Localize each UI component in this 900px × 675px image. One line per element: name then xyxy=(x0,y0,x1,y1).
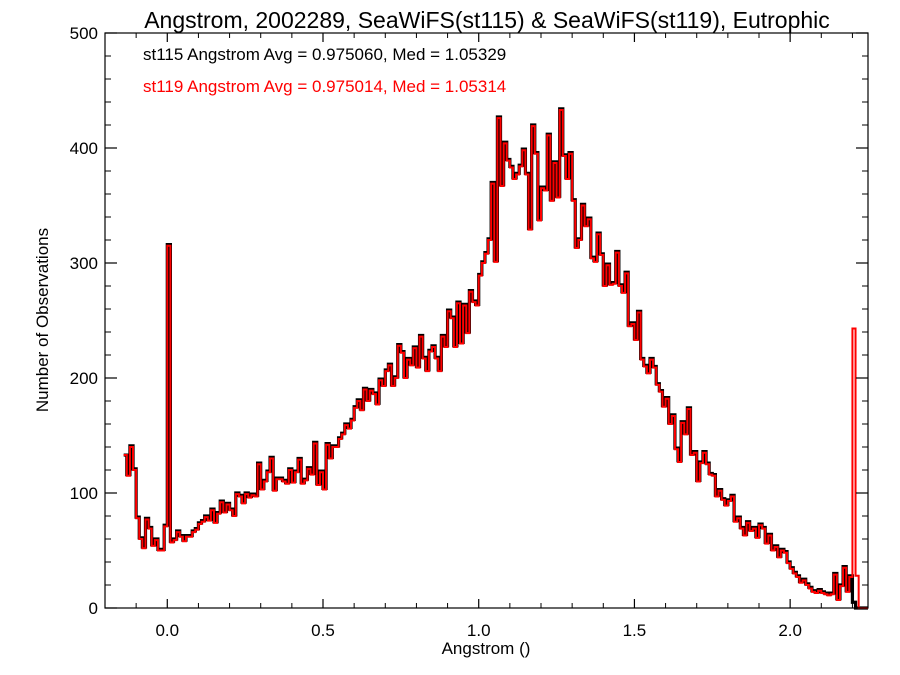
x-tick-label: 1.5 xyxy=(623,621,647,640)
y-tick-label: 100 xyxy=(70,484,98,503)
series-layer xyxy=(123,107,868,610)
x-tick-label: 2.0 xyxy=(778,621,802,640)
legend-st119: st119 Angstrom Avg = 0.975014, Med = 1.0… xyxy=(143,77,506,96)
x-axis-label: Angstrom () xyxy=(442,639,531,658)
series-st119-line xyxy=(123,109,868,609)
y-tick-label: 0 xyxy=(89,599,98,618)
y-axis-label: Number of Observations xyxy=(33,228,52,412)
chart-title: Angstrom, 2002289, SeaWiFS(st115) & SeaW… xyxy=(144,7,830,33)
legend-st115: st115 Angstrom Avg = 0.975060, Med = 1.0… xyxy=(143,45,506,64)
y-tick-label: 400 xyxy=(70,139,98,158)
y-tick-label: 500 xyxy=(70,24,98,43)
y-tick-label: 300 xyxy=(70,254,98,273)
plot-frame xyxy=(104,32,869,609)
x-tick-label: 0.0 xyxy=(155,621,179,640)
x-tick-label: 0.5 xyxy=(311,621,335,640)
x-tick-label: 1.0 xyxy=(467,621,491,640)
axes-layer: 0.0 0.5 1.0 1.5 2.0 0 100 200 300 400 500 xyxy=(70,24,868,640)
y-tick-label: 200 xyxy=(70,369,98,388)
